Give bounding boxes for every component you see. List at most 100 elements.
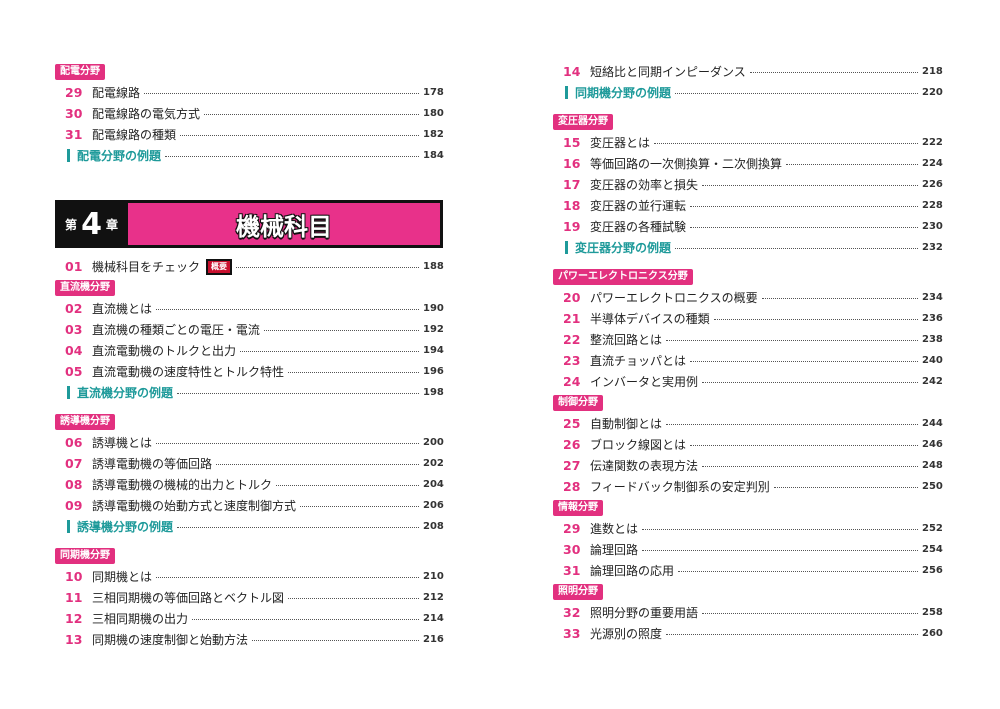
toc-entry: 23 直流チョッパとは 240 xyxy=(553,350,943,371)
entry-title: 同期機の速度制御と始動方法 xyxy=(92,633,249,647)
leader-dots xyxy=(690,445,918,446)
entry-title: 誘導電動機の等価回路 xyxy=(92,457,213,471)
section-tag: 誘導機分野 xyxy=(55,411,443,432)
page-number: 204 xyxy=(423,479,444,490)
example-title: 配電分野の例題 xyxy=(77,149,162,163)
toc-entry: 32 照明分野の重要用語 258 xyxy=(553,602,943,623)
entry-number: 03 xyxy=(65,322,83,337)
toc-entry: 25 自動制御とは 244 xyxy=(553,413,943,434)
page-number: 260 xyxy=(922,628,943,639)
entry-title: 整流回路とは xyxy=(590,333,663,347)
leader-dots xyxy=(236,267,419,268)
example-entry: 配電分野の例題 184 xyxy=(55,145,444,166)
leader-dots xyxy=(156,443,419,444)
toc-entry: 28 フィードバック制御系の安定判別 250 xyxy=(553,476,943,497)
section-tag: 直流機分野 xyxy=(55,277,443,298)
left-column: 配電分野 29 配電線路 178 30 配電線路の電気方式 180 31 配電線路の種類 182 配… xyxy=(55,61,444,650)
entry-number: 33 xyxy=(563,626,581,641)
toc-entry: 06 誘導機とは 200 xyxy=(55,432,444,453)
toc-entry: 01 機械科目をチェック 概要 188 xyxy=(55,256,444,277)
page-number: 200 xyxy=(423,437,444,448)
leader-dots xyxy=(288,372,419,373)
page-number: 216 xyxy=(423,634,444,645)
entry-number: 05 xyxy=(65,364,83,379)
entry-title: 変圧器とは xyxy=(590,136,651,150)
toc-entry: 04 直流電動機のトルクと出力 194 xyxy=(55,340,444,361)
example-bar xyxy=(67,520,70,533)
example-bar xyxy=(565,86,568,99)
entry-number: 20 xyxy=(563,290,581,305)
toc-entry: 13 同期機の速度制御と始動方法 216 xyxy=(55,629,444,650)
page-number: 212 xyxy=(423,592,444,603)
section-tag-label: 同期機分野 xyxy=(55,547,115,564)
example-title: 変圧器分野の例題 xyxy=(575,241,672,255)
entry-title: 照明分野の重要用語 xyxy=(590,606,699,620)
toc-entry: 18 変圧器の並行運転 228 xyxy=(553,195,943,216)
page-number: 220 xyxy=(922,87,943,98)
entry-number: 18 xyxy=(563,198,581,213)
toc-entry: 11 三相同期機の等価回路とベクトル図 212 xyxy=(55,587,444,608)
entry-number: 19 xyxy=(563,219,581,234)
entry-title: インバータと実用例 xyxy=(590,375,699,389)
entry-number: 29 xyxy=(65,85,83,100)
page-number: 198 xyxy=(423,387,444,398)
toc-entry: 07 誘導電動機の等価回路 202 xyxy=(55,453,444,474)
toc-entry: 16 等価回路の一次側換算・二次側換算 224 xyxy=(553,153,943,174)
entry-number: 30 xyxy=(65,106,83,121)
entry-number: 08 xyxy=(65,477,83,492)
entry-number: 21 xyxy=(563,311,581,326)
leader-dots xyxy=(177,527,419,528)
example-title: 同期機分野の例題 xyxy=(575,86,672,100)
page-number: 192 xyxy=(423,324,444,335)
page-number: 248 xyxy=(922,460,943,471)
page-number: 208 xyxy=(423,521,444,532)
page-number: 206 xyxy=(423,500,444,511)
toc-entry: 08 誘導電動機の機械的出力とトルク 204 xyxy=(55,474,444,495)
entry-number: 01 xyxy=(65,259,83,274)
leader-dots xyxy=(156,309,419,310)
toc-entry: 31 論理回路の応用 256 xyxy=(553,560,943,581)
entry-title: 誘導電動機の始動方式と速度制御方式 xyxy=(92,499,297,513)
toc-entry: 29 進数とは 252 xyxy=(553,518,943,539)
entry-number: 17 xyxy=(563,177,581,192)
entry-number: 13 xyxy=(65,632,83,647)
leader-dots xyxy=(678,571,918,572)
toc-entry: 09 誘導電動機の始動方式と速度制御方式 206 xyxy=(55,495,444,516)
entry-number: 11 xyxy=(65,590,83,605)
page-number: 188 xyxy=(423,261,444,272)
example-entry: 変圧器分野の例題 232 xyxy=(553,237,943,258)
leader-dots xyxy=(713,319,918,320)
section-tag-label: 配電分野 xyxy=(55,63,105,80)
leader-dots xyxy=(675,248,918,249)
leader-dots xyxy=(288,598,419,599)
leader-dots xyxy=(702,185,918,186)
leader-dots xyxy=(252,640,419,641)
entry-number: 25 xyxy=(563,416,581,431)
toc-entry: 20 パワーエレクトロニクスの概要 234 xyxy=(553,287,943,308)
entry-number: 14 xyxy=(563,64,581,79)
leader-dots xyxy=(702,613,918,614)
example-entry: 同期機分野の例題 220 xyxy=(553,82,943,103)
page-number: 244 xyxy=(922,418,943,429)
right-column: 14 短絡比と同期インピーダンス 218 同期機分野の例題 220 変圧器分野 15 変圧器と… xyxy=(553,61,943,644)
entry-number: 27 xyxy=(563,458,581,473)
entry-title: 直流電動機の速度特性とトルク特性 xyxy=(92,365,285,379)
leader-dots xyxy=(156,577,419,578)
page-number: 196 xyxy=(423,366,444,377)
section-tag: 配電分野 xyxy=(55,61,443,82)
page-number: 190 xyxy=(423,303,444,314)
leader-dots xyxy=(690,206,918,207)
chapter-title-box: 機械科目 xyxy=(128,200,443,248)
entry-title: 変圧器の効率と損失 xyxy=(590,178,699,192)
leader-dots xyxy=(180,135,419,136)
entry-title: 配電線路の種類 xyxy=(92,128,177,142)
section-tag-label: パワーエレクトロニクス分野 xyxy=(553,268,693,285)
section-tag-label: 制御分野 xyxy=(553,394,603,411)
page-number: 218 xyxy=(922,66,943,77)
leader-dots xyxy=(786,164,918,165)
entry-number: 23 xyxy=(563,353,581,368)
section-tag: 情報分野 xyxy=(553,497,942,518)
page-number: 182 xyxy=(423,129,444,140)
section-tag: 照明分野 xyxy=(553,581,942,602)
